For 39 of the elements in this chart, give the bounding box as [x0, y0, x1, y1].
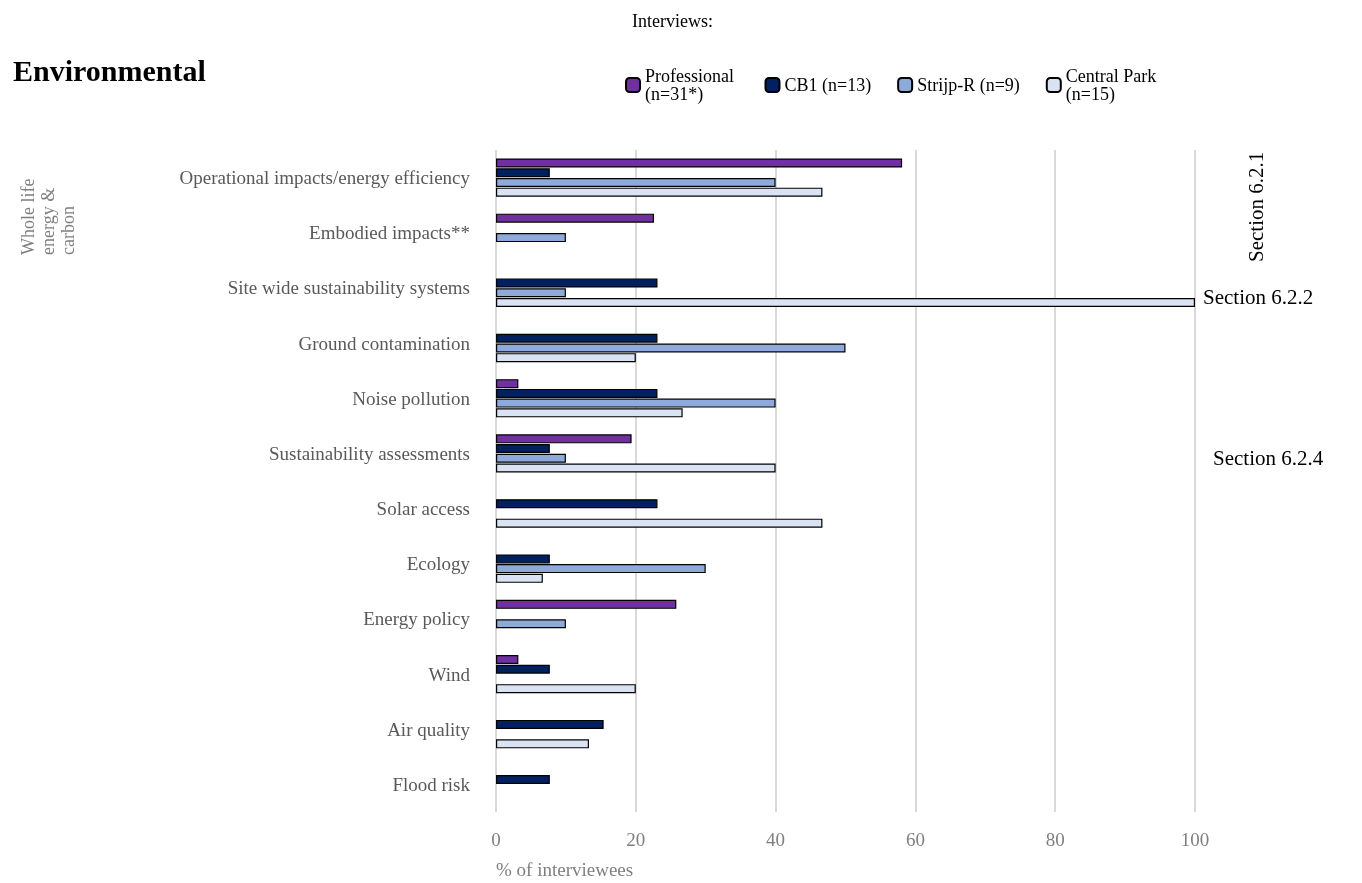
text: Section 6.2.4	[1213, 446, 1324, 470]
y-tick-label: Solar access	[376, 498, 470, 520]
bar	[496, 739, 589, 749]
y-tick-label: Flood risk	[392, 773, 471, 795]
y-tick-label: Noise pollution	[352, 387, 471, 409]
bar	[496, 518, 823, 528]
bar	[496, 684, 636, 694]
y-tick-label: Ecology	[406, 553, 471, 575]
x-tick-label: 0	[491, 829, 501, 850]
bar	[496, 619, 566, 629]
y-tick-label: Embodied impacts**	[309, 222, 470, 244]
y-tick-label: Operational impacts/energy efficiency	[179, 167, 471, 189]
bar	[496, 499, 658, 509]
text: Section 6.2.2	[1203, 285, 1314, 309]
text: Environmental	[13, 53, 206, 87]
y-tick-label: Energy policy	[363, 608, 471, 630]
x-tick-label: 80	[1045, 829, 1065, 850]
y-tick-label: Sustainability assessments	[268, 442, 470, 464]
legend-label: Central Park (n=15)	[1065, 66, 1161, 105]
bar	[496, 775, 550, 785]
x-tick-label: 20	[626, 829, 646, 850]
text: Whole life energy & carbon	[18, 174, 78, 255]
text: Section 6.2.1	[1244, 151, 1268, 262]
legend-label: Strijp-R (n=9)	[917, 75, 1020, 96]
y-tick-label: Air quality	[387, 718, 471, 740]
y-tick-label: Wind	[428, 663, 471, 685]
x-axis-title: % of interviewees	[496, 859, 634, 880]
bar	[496, 719, 604, 729]
x-tick-label: 60	[905, 829, 925, 850]
y-tick-label: Ground contamination	[298, 332, 471, 354]
legend-label: Professional (n=31*)	[645, 66, 739, 105]
legend-label: CB1 (n=13)	[784, 75, 872, 96]
legend-title: Interviews:	[632, 11, 713, 31]
bar	[496, 599, 677, 609]
bar	[496, 213, 654, 223]
y-tick-label: Site wide sustainability systems	[227, 277, 470, 299]
x-tick-label: 100	[1180, 829, 1210, 850]
bar	[496, 233, 566, 243]
x-tick-label: 40	[766, 829, 786, 850]
